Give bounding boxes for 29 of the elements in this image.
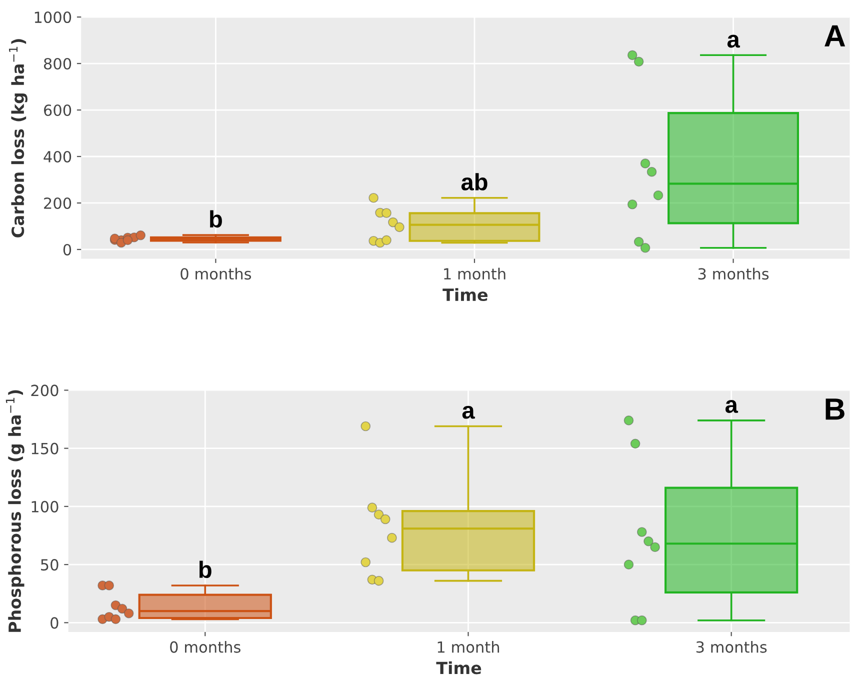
annotation: A: [824, 25, 846, 46]
y-tick-label: 100: [32, 500, 58, 512]
x-tick-label: 1 month: [438, 640, 500, 653]
x-tick-label: 0 months: [180, 268, 252, 280]
annotation: a: [725, 400, 738, 413]
x-tick-label: 3 months: [698, 268, 769, 280]
x-axis-title: Time: [442, 288, 488, 302]
x-axis-title: Time: [436, 661, 482, 674]
annotation: B: [826, 398, 844, 420]
annotation: ab: [461, 173, 488, 190]
y-tick-label: 0: [63, 244, 72, 256]
y-axis-title: Phosphorous loss (g ha$^{−1}$): [6, 390, 24, 632]
annotation: b: [210, 210, 222, 228]
y-tick-label: 800: [44, 58, 72, 70]
y-tick-label: 150: [32, 442, 58, 454]
annotation: a: [462, 406, 475, 419]
y-tick-label: 600: [44, 104, 72, 116]
annotation: b: [199, 560, 212, 578]
y-tick-label: 1000: [34, 11, 72, 24]
y-tick-label: 0: [50, 617, 58, 629]
x-tick-label: 0 months: [170, 640, 240, 653]
x-tick-label: 3 months: [696, 640, 767, 653]
y-tick-label: 400: [44, 150, 72, 163]
y-tick-label: 200: [31, 384, 58, 396]
x-tick-label: 1 month: [444, 268, 506, 280]
y-tick-label: 50: [41, 559, 58, 571]
annotation: a: [727, 34, 740, 48]
y-axis-title: Carbon loss (kg ha$^{−1}$): [9, 39, 28, 238]
y-tick-label: 200: [44, 197, 72, 210]
